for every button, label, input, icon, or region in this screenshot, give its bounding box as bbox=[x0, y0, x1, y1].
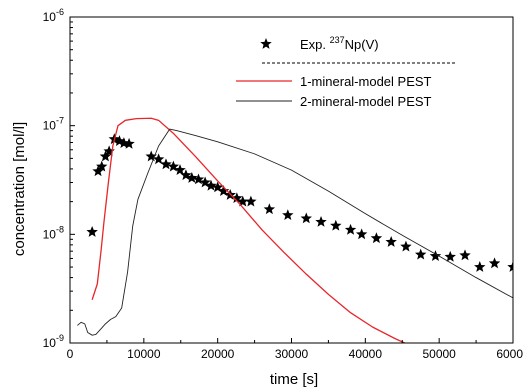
y-tick-label: 10-9 bbox=[43, 333, 64, 350]
y-tick-label: 10-8 bbox=[43, 224, 64, 241]
x-tick-label: 0 bbox=[67, 347, 74, 361]
data-point-star bbox=[370, 232, 383, 244]
data-point-star bbox=[174, 164, 186, 175]
x-tick-label: 60000 bbox=[496, 347, 523, 361]
data-point-star bbox=[344, 223, 357, 235]
data-point-star bbox=[186, 171, 198, 183]
y-tick-label-base: 10 bbox=[43, 119, 57, 133]
data-point-star bbox=[385, 236, 397, 247]
data-point-star bbox=[211, 181, 224, 193]
data-point-star bbox=[415, 248, 427, 260]
x-tick-label: 20000 bbox=[201, 347, 235, 361]
data-point-star bbox=[86, 226, 98, 237]
legend: Exp. 237Np(V) 1-mineral-model PEST 2-min… bbox=[236, 35, 456, 109]
data-point-star bbox=[282, 209, 294, 221]
data-point-star bbox=[355, 228, 368, 240]
data-point-star bbox=[237, 195, 249, 207]
y-tick-label-exponent: -7 bbox=[56, 116, 64, 126]
data-point-star bbox=[180, 169, 192, 181]
data-point-star bbox=[263, 203, 276, 215]
y-tick-label-exponent: -9 bbox=[56, 333, 64, 343]
legend-label-exp-suffix: Np(V) bbox=[345, 37, 379, 52]
data-point-star bbox=[315, 215, 327, 227]
y-tick-label-exponent: -6 bbox=[56, 7, 64, 17]
series-line-2-mineral bbox=[77, 128, 513, 336]
data-point-star bbox=[429, 250, 442, 261]
y-tick-label-base: 10 bbox=[43, 336, 57, 350]
legend-label-1-mineral: 1-mineral-model PEST bbox=[300, 74, 432, 89]
plot-frame bbox=[69, 16, 514, 344]
data-point-star bbox=[217, 185, 230, 196]
data-point-star bbox=[192, 173, 205, 185]
x-axis-label: time [s] bbox=[270, 371, 318, 388]
data-point-star bbox=[400, 240, 412, 252]
data-point-star bbox=[330, 219, 342, 231]
legend-label-exp: Exp. 237Np(V) bbox=[300, 35, 379, 52]
series-line-1-mineral bbox=[91, 117, 407, 343]
data-point-star bbox=[199, 176, 211, 188]
data-point-star bbox=[118, 137, 130, 149]
data-point-star bbox=[474, 261, 486, 272]
y-axis-label: concentration [mol/l] bbox=[11, 122, 28, 256]
data-point-star bbox=[92, 165, 104, 177]
data-point-star bbox=[113, 135, 126, 147]
data-point-star bbox=[444, 250, 456, 262]
legend-label-exp-prefix: Exp. bbox=[300, 37, 330, 52]
data-point-star bbox=[96, 160, 108, 172]
x-tick-label: 40000 bbox=[349, 347, 383, 361]
y-tick-label-base: 10 bbox=[43, 10, 57, 24]
data-point-star bbox=[152, 153, 165, 165]
data-point-star bbox=[99, 150, 112, 162]
data-point-star bbox=[488, 257, 501, 269]
x-tick-label: 10000 bbox=[127, 347, 161, 361]
data-point-star bbox=[145, 150, 157, 162]
data-point-star bbox=[160, 158, 172, 170]
y-tick-label: 10-7 bbox=[43, 116, 64, 133]
axis-ticks: 010000200003000040000500006000010-910-81… bbox=[43, 7, 523, 361]
chart-marks bbox=[77, 117, 513, 343]
y-tick-label-base: 10 bbox=[43, 227, 57, 241]
y-tick-label: 10-6 bbox=[43, 7, 64, 24]
data-point-star bbox=[205, 179, 217, 191]
legend-label-exp-sup: 237 bbox=[330, 35, 345, 45]
y-tick-label-exponent: -8 bbox=[56, 224, 64, 234]
data-point-star bbox=[167, 160, 180, 172]
x-tick-label: 30000 bbox=[275, 347, 309, 361]
legend-star-marker bbox=[260, 38, 272, 49]
data-point-star bbox=[231, 192, 243, 204]
data-point-star bbox=[459, 249, 471, 261]
data-point-star bbox=[300, 212, 312, 224]
data-point-star bbox=[245, 195, 257, 207]
x-tick-label: 50000 bbox=[422, 347, 456, 361]
data-point-star bbox=[123, 137, 135, 149]
legend-label-2-mineral: 2-mineral-model PEST bbox=[300, 94, 432, 109]
data-point-star bbox=[103, 145, 115, 157]
data-point-star bbox=[507, 261, 513, 272]
